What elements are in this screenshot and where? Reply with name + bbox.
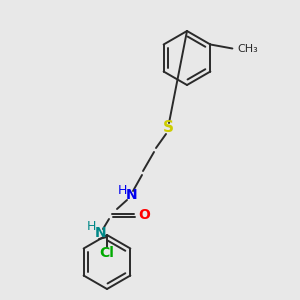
Text: H: H <box>86 220 96 233</box>
Text: N: N <box>126 188 138 202</box>
Text: O: O <box>138 208 150 222</box>
Text: CH₃: CH₃ <box>237 44 258 53</box>
Text: Cl: Cl <box>100 246 114 260</box>
Text: H: H <box>117 184 127 196</box>
Text: S: S <box>163 121 173 136</box>
Text: N: N <box>95 226 107 240</box>
